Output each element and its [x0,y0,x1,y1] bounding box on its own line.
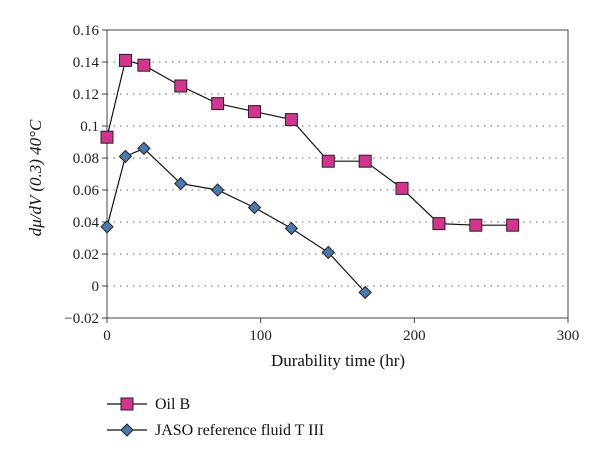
y-tick-label: 0.08 [73,151,99,167]
data-point [137,141,151,156]
legend: Oil B JASO reference fluid T III [107,396,324,439]
data-point [248,105,262,119]
data-point [321,245,335,260]
y-tick-label: 0.06 [73,183,100,199]
data-point [210,183,225,197]
series-layer [100,53,520,300]
y-tick-label: 0.12 [73,87,99,103]
x-tick-label: 200 [403,328,426,344]
series-1 [100,53,520,232]
x-axis-ticks: 0 100 200 300 [103,318,579,344]
data-point [321,154,335,168]
y-tick-label: 0.02 [73,247,99,263]
y-tick-label: 0.1 [80,119,99,135]
y-axis-ticks: −0.02 0 0.02 0.04 0.06 0.08 0.1 0.12 0.14 0.16 [64,23,107,327]
grid-lines [107,61,568,287]
data-point [118,149,133,164]
legend-marker [120,423,134,437]
y-tick-label: 0.16 [73,23,100,39]
y-axis-title: dμ/dV (0.3) 40°C [26,119,45,236]
data-point [358,285,372,300]
data-point [211,97,225,111]
data-point [174,176,188,191]
data-point [174,79,188,93]
data-point [137,58,151,72]
data-point [247,200,262,215]
data-point [395,181,409,195]
data-point [358,154,372,168]
data-point [100,220,114,234]
series-line [106,59,513,226]
y-tick-label: 0.04 [73,215,100,231]
data-point [506,218,520,232]
series-2 [100,141,372,300]
y-tick-label: 0 [92,279,100,295]
legend-marker [120,397,134,411]
x-tick-label: 100 [249,328,272,344]
data-point [100,130,114,144]
data-point [432,217,446,231]
legend-item: JASO reference fluid T III [107,422,324,439]
data-point [284,113,298,127]
legend-item: Oil B [107,396,190,413]
data-point [118,53,132,67]
data-point [284,221,299,236]
plot-frame [106,29,569,319]
x-tick-label: 300 [557,328,580,344]
legend-label: JASO reference fluid T III [155,422,324,439]
legend-label: Oil B [155,396,190,413]
data-point [469,218,483,232]
y-tick-label: −0.02 [64,311,99,327]
x-axis-title: Durability time (hr) [271,351,405,370]
x-tick-label: 0 [103,328,111,344]
series-line [106,147,366,293]
y-tick-label: 0.14 [73,55,100,71]
